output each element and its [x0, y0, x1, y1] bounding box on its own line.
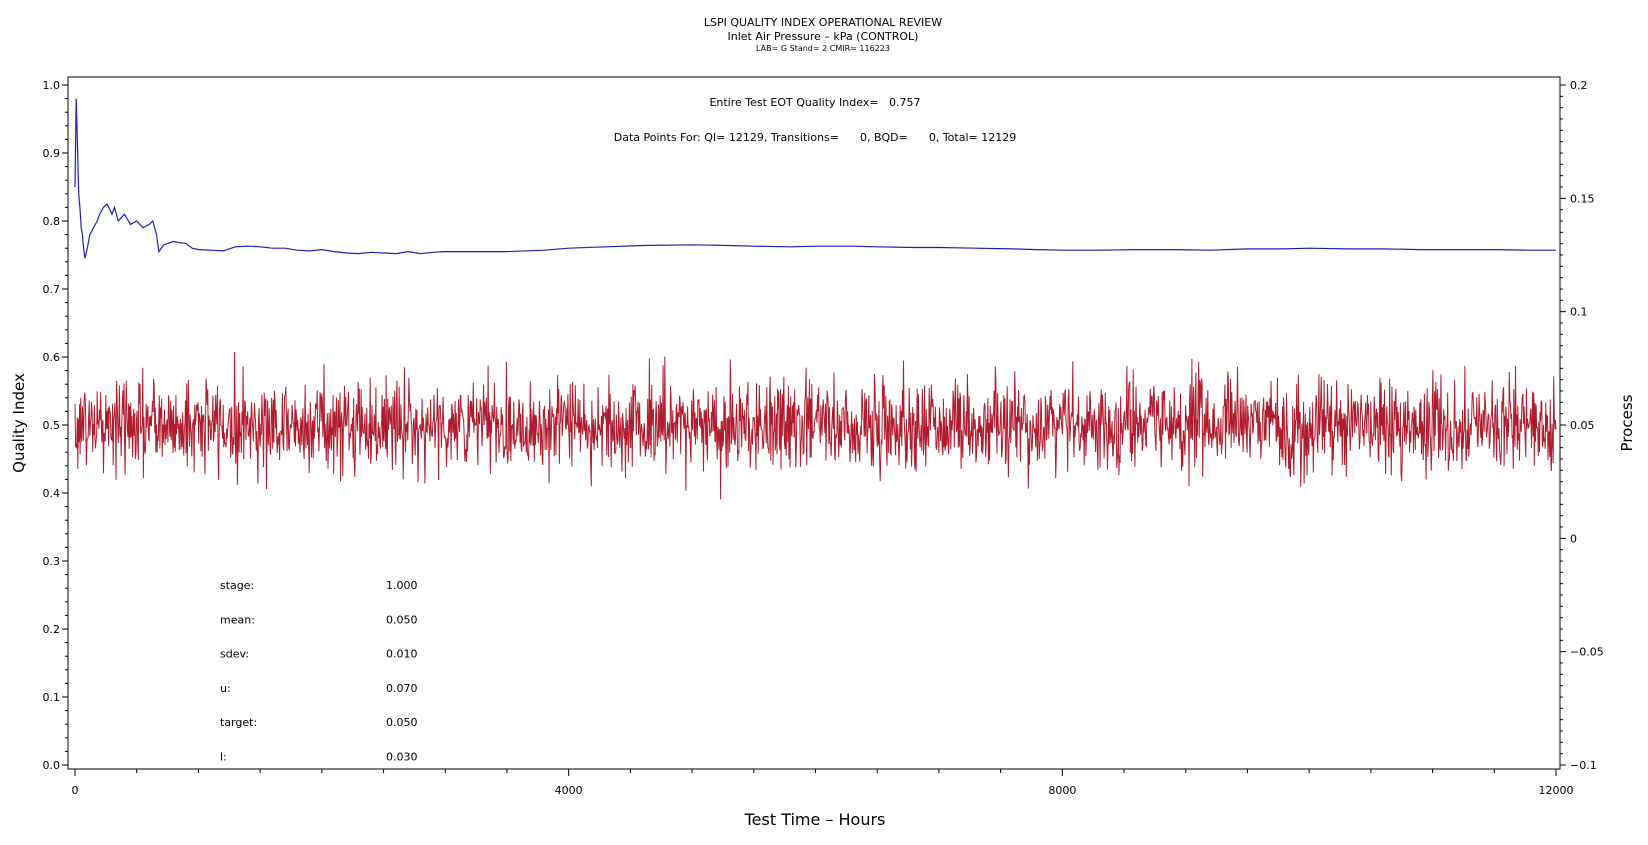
stat-label: mean: — [220, 613, 255, 626]
y-right-tick-label: −0.1 — [1570, 759, 1597, 772]
plot-frame — [67, 76, 1561, 770]
eot-quality-annotation: Entire Test EOT Quality Index= 0.757 — [709, 96, 920, 109]
y-left-axis-label: Quality Index — [10, 373, 28, 473]
y-left-tick-label: 1.0 — [43, 79, 61, 92]
y-right-tick-label: 0 — [1570, 532, 1577, 545]
process-series-line — [74, 351, 1557, 500]
y-right-axis-label: Process — [1618, 394, 1636, 451]
quality-index-series-line — [74, 98, 1556, 259]
stat-value: 0.070 — [386, 682, 418, 695]
series-layer — [74, 98, 1557, 500]
y-left-tick-label: 0.5 — [43, 419, 61, 432]
y-left-tick-label: 0.3 — [43, 555, 61, 568]
y-right-tick-label: 0.1 — [1570, 306, 1588, 319]
x-axis-ticks: 0 4000 8000 12000 — [72, 769, 1574, 797]
stat-label: sdev: — [220, 648, 249, 661]
stat-value: 0.010 — [386, 648, 418, 661]
y-right-tick-label: 0.05 — [1570, 419, 1595, 432]
chart-subtitle: Inlet Air Pressure – kPa (CONTROL) — [728, 30, 919, 43]
x-tick-label: 0 — [72, 784, 79, 797]
stat-value: 0.050 — [386, 613, 418, 626]
y-right-axis-ticks: −0.1 −0.05 0 0.05 0.1 0.15 0.2 — [1560, 79, 1604, 772]
y-left-tick-label: 0.0 — [43, 759, 61, 772]
x-axis-label: Test Time – Hours — [744, 810, 886, 829]
stat-label: stage: — [220, 579, 254, 592]
stat-label: l: — [220, 751, 227, 764]
y-left-tick-label: 0.2 — [43, 623, 61, 636]
y-right-tick-label: −0.05 — [1570, 646, 1604, 659]
y-left-tick-label: 0.6 — [43, 351, 61, 364]
stat-label: target: — [220, 716, 257, 729]
y-left-tick-label: 0.7 — [43, 283, 61, 296]
stat-value: 0.050 — [386, 716, 418, 729]
chart-title: LSPI QUALITY INDEX OPERATIONAL REVIEW — [704, 16, 942, 29]
x-tick-label: 12000 — [1539, 784, 1574, 797]
stats-table: stage: 1.000 mean: 0.050 sdev: 0.010 u: 0.070 ta… — [220, 579, 418, 764]
x-tick-label: 8000 — [1048, 784, 1076, 797]
y-right-tick-label: 0.2 — [1570, 79, 1588, 92]
y-left-tick-label: 0.9 — [43, 147, 61, 160]
data-points-annotation: Data Points For: QI= 12129, Transitions=… — [614, 131, 1016, 144]
stat-value: 0.030 — [386, 751, 418, 764]
x-tick-label: 4000 — [555, 784, 583, 797]
chart-subtitle-2: LAB= G Stand= 2 CMIR= 116223 — [756, 44, 890, 53]
y-left-tick-label: 0.4 — [43, 487, 61, 500]
y-left-tick-label: 0.1 — [43, 691, 61, 704]
y-left-tick-label: 0.8 — [43, 215, 61, 228]
y-left-axis-ticks: 0.0 0.1 0.2 0.3 0.4 0.5 0.6 0.7 0.8 0.9 1.0 — [43, 79, 68, 772]
y-right-tick-label: 0.15 — [1570, 192, 1595, 205]
stat-value: 1.000 — [386, 579, 418, 592]
stat-label: u: — [220, 682, 231, 695]
